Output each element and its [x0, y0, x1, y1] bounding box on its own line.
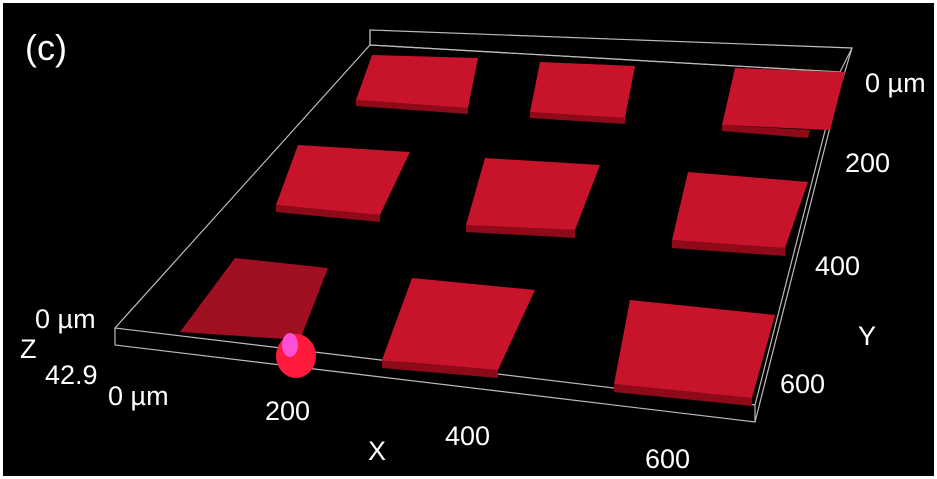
x-tick-label: 400: [445, 421, 490, 451]
y-tick-label: 600: [780, 369, 825, 399]
z-axis-label: Z: [20, 334, 37, 364]
x-tick-label: 0 µm: [108, 381, 169, 411]
panel-label: (c): [25, 27, 67, 68]
x-axis-label: X: [368, 436, 386, 466]
y-tick-label: 400: [815, 251, 860, 281]
x-tick-label: 200: [265, 396, 310, 426]
y-tick-label: 200: [845, 148, 890, 178]
x-tick-label: 600: [645, 444, 690, 474]
y-axis-label: Y: [858, 321, 876, 351]
y-tick-label: 0 µm: [865, 68, 926, 98]
figure-panel: (c) 0 µm 200 400 600 Y 0 µm Z 42.9 0 µm …: [0, 0, 937, 479]
z-tick-label: 0 µm: [35, 304, 96, 334]
z-tick-label: 42.9: [45, 360, 98, 390]
